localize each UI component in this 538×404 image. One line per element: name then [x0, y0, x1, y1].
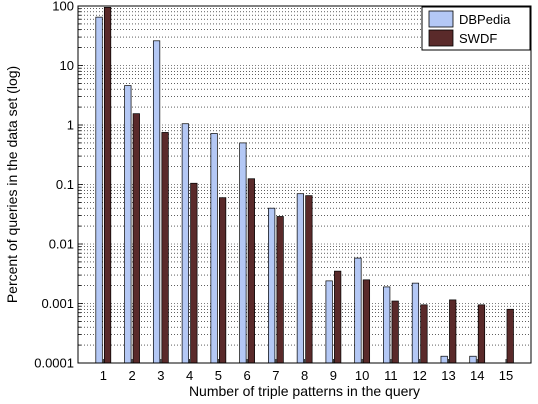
legend-label-swdf: SWDF: [459, 31, 497, 46]
x-tick-label-3: 3: [157, 368, 164, 383]
y-tick-label: 1: [67, 118, 74, 133]
x-axis-ticks: 1 2 3 4 5 6 7 8 9 10 11 12 13 14 15: [100, 359, 513, 383]
x-tick-label-15: 15: [499, 368, 513, 383]
bar-dbpedia-12: [411, 282, 420, 364]
x-tick-label-13: 13: [441, 368, 455, 383]
bar-dbpedia-6: [239, 142, 247, 364]
y-tick-label: 0.1: [56, 177, 74, 192]
legend-swatch-swdf: [428, 29, 454, 47]
legend: DBPedia SWDF: [421, 6, 531, 51]
bar-swdf-8: [305, 195, 313, 364]
bar-dbpedia-13: [440, 355, 448, 364]
y-tick-label: 10: [60, 58, 74, 73]
bar-swdf-11: [391, 300, 399, 364]
y-tick-label: 100: [52, 0, 74, 14]
bar-dbpedia-11: [383, 286, 391, 364]
y-tick-label: 0.001: [41, 296, 74, 311]
bar-swdf-10: [362, 279, 371, 364]
bar-swdf-5: [219, 197, 227, 364]
legend-swatch-dbpedia: [428, 10, 454, 28]
x-tick-label-11: 11: [384, 368, 398, 383]
plot-background: [78, 6, 531, 363]
bar-swdf-13: [449, 299, 457, 364]
bar-dbpedia-5: [210, 133, 218, 364]
legend-label-dbpedia: DBPedia: [459, 12, 511, 27]
bar-swdf-12: [420, 304, 428, 364]
bar-dbpedia-2: [124, 85, 132, 364]
bar-swdf-14: [477, 304, 486, 364]
x-tick-label-4: 4: [186, 368, 193, 383]
bar-dbpedia-4: [181, 123, 189, 364]
bar-swdf-1: [103, 6, 112, 364]
bar-dbpedia-1: [95, 16, 103, 364]
y-tick-label: 0.01: [49, 237, 74, 252]
x-tick-label-14: 14: [470, 368, 484, 383]
bar-swdf-3: [161, 132, 169, 364]
bar-swdf-9: [334, 270, 342, 364]
x-tick-label-9: 9: [330, 368, 337, 383]
y-axis-title: Percent of queries in the data set (log): [4, 66, 20, 303]
x-tick-label-1: 1: [100, 368, 107, 383]
bar-swdf-4: [190, 182, 198, 364]
x-tick-label-6: 6: [244, 368, 251, 383]
bar-swdf-2: [132, 113, 140, 364]
bar-dbpedia-14: [469, 355, 477, 364]
bar-dbpedia-3: [152, 40, 161, 364]
bar-dbpedia-10: [354, 257, 362, 364]
bar-dbpedia-7: [268, 207, 276, 364]
bar-dbpedia-8: [296, 193, 304, 364]
x-tick-label-7: 7: [272, 368, 279, 383]
y-axis-ticks: 0.0001 0.001 0.01 0.1 1 10 100: [34, 0, 83, 371]
bar-dbpedia-9: [325, 280, 333, 364]
x-axis-title: Number of triple patterns in the query: [189, 383, 420, 399]
bar-swdf-6: [247, 178, 255, 364]
x-tick-label-2: 2: [128, 368, 135, 383]
x-tick-label-8: 8: [301, 368, 308, 383]
x-tick-label-10: 10: [355, 368, 369, 383]
x-tick-label-5: 5: [215, 368, 222, 383]
bar-swdf-7: [276, 216, 284, 364]
y-tick-label: 0.0001: [34, 356, 74, 371]
bar-swdf-15: [506, 308, 514, 364]
x-tick-label-12: 12: [412, 368, 426, 383]
